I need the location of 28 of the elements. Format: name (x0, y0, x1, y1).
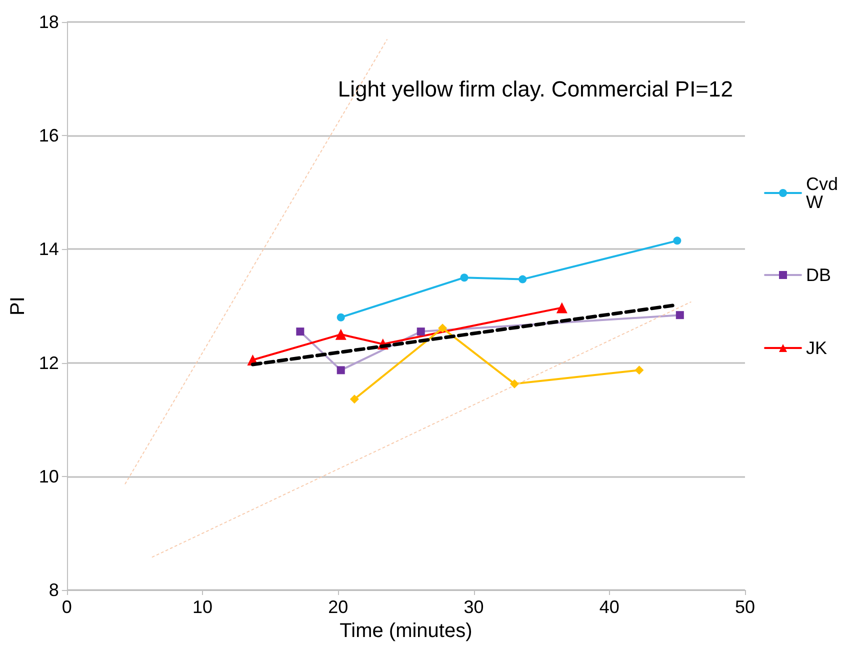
x-tick-label: 20 (328, 597, 348, 617)
x-tick-label: 40 (599, 597, 620, 617)
x-axis-title: Time (minutes) (340, 620, 472, 642)
legend-label: DB (806, 265, 832, 285)
point (673, 236, 682, 245)
point (350, 394, 359, 404)
x-tick-label: 10 (192, 597, 213, 617)
x-tick-label: 50 (734, 597, 756, 617)
y-tick-label: 18 (38, 12, 59, 32)
y-tick-label: 10 (38, 466, 59, 486)
x-tick-label: 0 (62, 597, 72, 617)
point (336, 313, 345, 322)
point (335, 328, 346, 340)
y-tick-label: 8 (48, 580, 59, 600)
point (556, 302, 568, 314)
legend-label: Cvd W (806, 174, 844, 212)
annotation: Light yellow firm clay. Commercial PI=12 (338, 76, 733, 102)
x-tick-label: 30 (464, 597, 484, 617)
point (518, 275, 527, 284)
y-tick-label: 16 (38, 126, 59, 146)
point (438, 324, 448, 333)
legend-label: JK (806, 338, 828, 358)
point (460, 274, 468, 282)
y-tick-label: 12 (38, 352, 59, 373)
y-tick-label: 14 (38, 239, 59, 260)
y-axis-title: PI (7, 296, 29, 316)
point (510, 379, 519, 388)
point (634, 366, 644, 375)
